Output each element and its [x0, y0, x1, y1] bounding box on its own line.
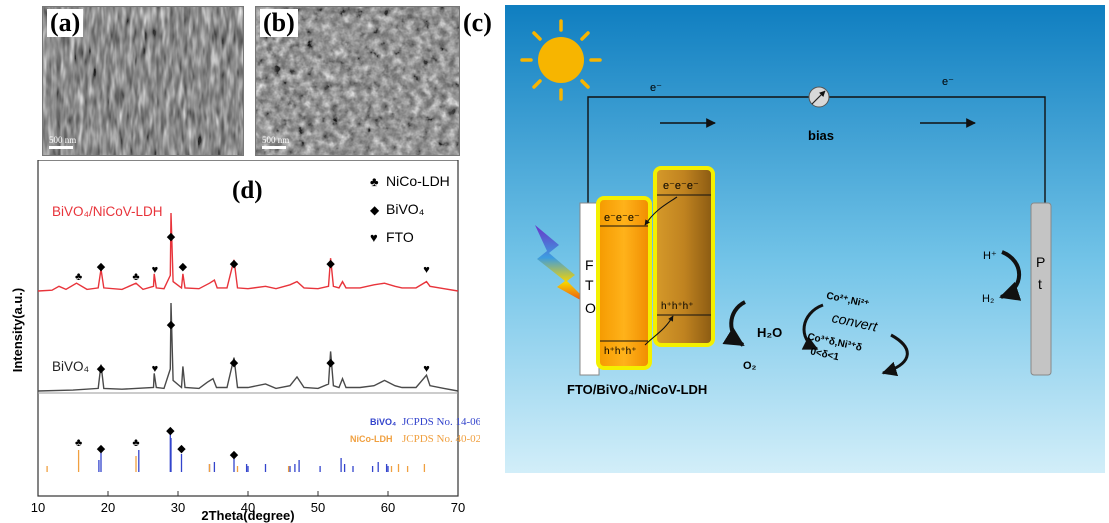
- peak-marker: ◆: [167, 319, 176, 331]
- peak-marker: ◆: [177, 443, 186, 455]
- legend-label-fto: FTO: [386, 229, 414, 245]
- peak-marker: ♥: [152, 363, 159, 375]
- xrd-chart: 10 20 30 40 50 60 70 ♣◆♣♥◆◆ ◆ ◆ ♥◆ ♥◆◆ ◆ ♥♣ ◆ ♣◆◆ ◆ (d)…: [10, 160, 480, 523]
- peak-marker: ◆: [230, 258, 239, 270]
- fto-letter-t: T: [585, 277, 594, 293]
- nicov-holes: h⁺h⁺h⁺: [661, 301, 694, 312]
- ref-card-nico-ldh: JCPDS No. 40-0216: [402, 433, 480, 445]
- panel-label-d: (d): [232, 177, 263, 204]
- peak-marker: ◆: [179, 261, 188, 273]
- peak-marker: ◆: [166, 425, 175, 437]
- electron-transfer-arrow: [644, 196, 678, 226]
- curve-label-gray: BiVO₄: [52, 359, 89, 374]
- panel-label-c: (c): [463, 8, 492, 37]
- circuit-wire-right: [829, 96, 1046, 205]
- peak-marker: ◆: [97, 261, 106, 273]
- series-line-bivo4-nicov-ldh: [37, 212, 459, 292]
- pt-letter-t: t: [1038, 276, 1042, 292]
- curve-label-red: BiVO₄/NiCoV-LDH: [52, 204, 163, 219]
- reference-lines: [46, 434, 426, 472]
- electron-label-left: e⁻: [650, 82, 662, 94]
- y-axis-label: Intensity(a.u.): [10, 288, 25, 373]
- sun-icon: [520, 19, 602, 101]
- legend-label-nico-ldh: NiCo-LDH: [386, 173, 450, 189]
- series-line-bivo4: [37, 302, 459, 392]
- peak-marker: ♣: [132, 271, 139, 283]
- bivo4-holes: h⁺h⁺h⁺: [604, 346, 637, 357]
- fto-letter-o: O: [585, 300, 596, 316]
- fto-letter-f: F: [585, 257, 594, 273]
- pt-electrode: [1030, 202, 1052, 376]
- scale-bar-a-text: 500 nm: [49, 135, 77, 145]
- x-tick-label: 70: [451, 500, 465, 515]
- panel-label-b: (b): [260, 9, 298, 37]
- peak-marker: ◆: [167, 231, 176, 243]
- legend-symbol-fto: ♥: [370, 230, 378, 245]
- ref-compound-nico-ldh: NiCo-LDH: [350, 434, 393, 444]
- light-icon: [535, 225, 593, 307]
- bivo4-band: [596, 196, 652, 370]
- legend: ♣ NiCo-LDH ◆ BiVO₄ ♥ FTO: [370, 173, 450, 245]
- x-tick-label: 60: [381, 500, 395, 515]
- x-tick-label: 30: [171, 500, 185, 515]
- ref-compound-bivo4: BiVO₄: [370, 417, 396, 427]
- hydrogen-evolution-arrow: [999, 250, 1022, 301]
- electron-label-right: e⁻: [942, 76, 954, 88]
- scale-bar-b-text: 500 nm: [262, 135, 290, 145]
- bias-label: bias: [808, 128, 834, 143]
- peak-marker: ◆: [97, 363, 106, 375]
- peak-marker: ◆: [230, 449, 239, 461]
- peak-markers: ♣◆♣♥◆◆ ◆ ◆ ♥◆ ♥◆◆ ◆ ♥♣ ◆ ♣◆◆ ◆: [75, 231, 430, 461]
- legend-label-bivo4: BiVO₄: [386, 201, 425, 217]
- pt-letter-p: P: [1036, 254, 1045, 270]
- sem-image-a: (a) 500 nm: [42, 6, 244, 156]
- x-tick-label: 10: [31, 500, 45, 515]
- ref-card-bivo4: JCPDS No. 14-0688: [402, 416, 480, 428]
- peak-marker: ♥: [423, 363, 430, 375]
- scale-bar-b: 500 nm: [262, 135, 289, 149]
- pec-scheme: e⁻ e⁻ bias F T O e⁻e⁻e⁻ h⁺h⁺h⁺ e⁻e⁻e⁻ h⁺…: [505, 5, 1105, 473]
- circuit-wire-left: [587, 96, 809, 205]
- proton-label: H⁺: [983, 250, 997, 262]
- peak-marker: ◆: [326, 258, 335, 270]
- bias-meter-icon: [808, 86, 830, 108]
- legend-symbol-nico-ldh: ♣: [370, 174, 379, 189]
- peak-marker: ♥: [423, 264, 430, 276]
- electrode-label: FTO/BiVO₄/NiCoV-LDH: [567, 382, 707, 397]
- water-label: H₂O: [757, 325, 782, 340]
- nicov-electrons: e⁻e⁻e⁻: [663, 180, 699, 192]
- hole-transfer-arrow: [644, 315, 674, 346]
- peak-marker: ◆: [230, 357, 239, 369]
- peak-marker: ♣: [75, 271, 82, 283]
- peak-marker: ◆: [97, 443, 106, 455]
- peak-marker: ◆: [326, 357, 335, 369]
- x-tick-label: 20: [101, 500, 115, 515]
- x-tick-label: 50: [311, 500, 325, 515]
- peak-marker: ♣: [75, 437, 82, 449]
- sem-image-b: (b) 500 nm: [255, 6, 460, 156]
- legend-symbol-bivo4: ◆: [370, 203, 380, 217]
- oxygen-label: O₂: [743, 360, 757, 372]
- reference-legend: BiVO₄ JCPDS No. 14-0688 NiCo-LDH JCPDS N…: [350, 416, 480, 445]
- x-tick-label: 40: [241, 500, 255, 515]
- panel-label-a: (a): [47, 9, 84, 37]
- scale-bar-a: 500 nm: [49, 135, 76, 149]
- cycle-arrow-left: [801, 303, 824, 351]
- hydrogen-label: H₂: [982, 293, 994, 305]
- cycle-arrow-right: [881, 333, 909, 377]
- water-oxidation-arrow: [722, 300, 747, 347]
- x-axis-label: 2Theta(degree): [201, 508, 294, 523]
- peak-marker: ♣: [132, 437, 139, 449]
- nicov-ldh-band: [653, 166, 715, 347]
- bivo4-electrons: e⁻e⁻e⁻: [604, 212, 640, 224]
- x-axis: 10 20 30 40 50 60 70: [31, 491, 465, 515]
- peak-marker: ♥: [152, 264, 159, 276]
